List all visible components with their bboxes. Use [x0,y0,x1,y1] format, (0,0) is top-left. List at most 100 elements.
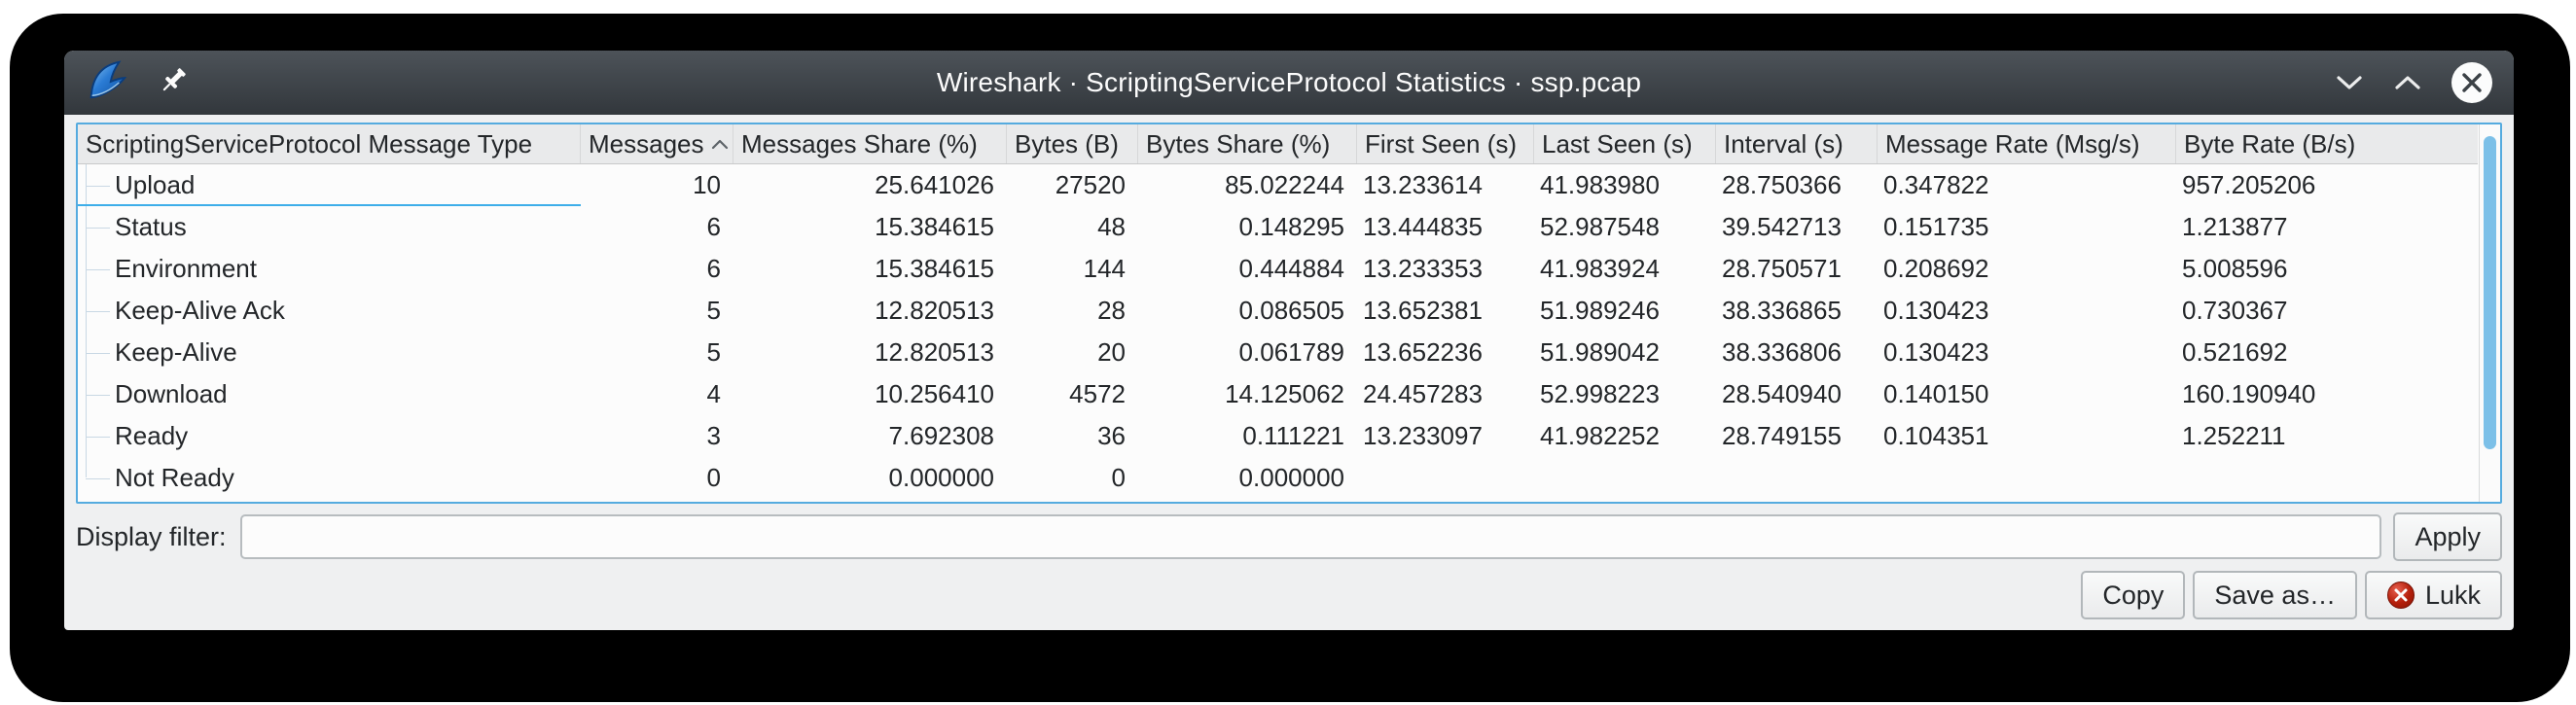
column-header-messages-share[interactable]: Messages Share (%) [733,124,1007,163]
table-cell: 0.521692 [2182,337,2288,367]
table-cell: 0.111221 [1242,421,1344,450]
message-type-cell: Ready [78,415,581,457]
statistics-table: ScriptingServiceProtocol Message Type Mes… [76,123,2502,504]
column-header-label: First Seen (s) [1365,128,1518,159]
table-cell: 13.233353 [1363,254,1483,283]
table-row-upload[interactable]: Upload 10 25.641026 27520 85.022244 13.233614… [78,164,2478,206]
column-header-messages[interactable]: Messages [581,124,733,163]
table-cell: 25.641026 [875,170,994,199]
table-cell: 0 [1111,463,1126,492]
column-header-bytes-share[interactable]: Bytes Share (%) [1138,124,1357,163]
table-cell: 0.444884 [1238,254,1344,283]
table-cell: 13.652381 [1363,296,1483,325]
table-cell: 3 [706,421,721,450]
table-cell: 6 [706,254,721,283]
column-header-label: ScriptingServiceProtocol Message Type [86,128,533,159]
table-row-ready[interactable]: Ready 3 7.692308 36 0.111221 13.233097 41.9822… [78,415,2478,457]
message-type-label: Not Ready [115,463,234,492]
close-dialog-label: Lukk [2424,580,2481,610]
column-header-message-rate-msg-s[interactable]: Message Rate (Msg/s) [1878,124,2176,163]
minimize-button[interactable] [2333,72,2366,93]
table-body: Upload 10 25.641026 27520 85.022244 13.233614… [78,164,2478,499]
tree-branch-tick [86,268,110,270]
table-row-keep-alive-ack[interactable]: Keep-Alive Ack 5 12.820513 28 0.086505 13.652… [78,290,2478,332]
table-cell: 5 [706,337,721,367]
table-cell: 13.444835 [1363,212,1483,241]
column-header-byte-rate-b-s[interactable]: Byte Rate (B/s) [2176,124,2478,163]
message-type-cell: Keep-Alive Ack [78,290,581,332]
table-cell: 160.190940 [2182,379,2316,408]
table-cell: 85.022244 [1225,170,1344,199]
message-type-cell: Upload [78,164,581,206]
table-cell: 28.749155 [1722,421,1842,450]
table-cell: 1.252211 [2182,421,2286,450]
message-type-label: Status [115,212,187,241]
table-cell: 48 [1097,212,1126,241]
message-type-label: Ready [115,421,189,450]
table-cell: 13.233097 [1363,421,1483,450]
table-cell: 51.989246 [1540,296,1660,325]
table-row-download[interactable]: Download 4 10.256410 4572 14.125062 24.457283… [78,373,2478,415]
vertical-scrollbar[interactable] [2479,124,2500,502]
table-cell: 4572 [1069,379,1126,408]
table-header-row: ScriptingServiceProtocol Message Type Mes… [78,124,2478,164]
message-type-cell: Download [78,373,581,415]
tree-branch-tick [86,436,110,438]
column-header-first-seen-s[interactable]: First Seen (s) [1357,124,1534,163]
table-cell: 14.125062 [1225,379,1344,408]
table-cell: 13.233614 [1363,170,1483,199]
table-cell: 12.820513 [875,296,994,325]
table-cell: 0.208692 [1883,254,1989,283]
table-cell [1878,457,2176,499]
tree-branch-line [86,164,87,477]
table-cell: 41.983980 [1540,170,1660,199]
display-filter-row: Display filter: Apply [76,512,2502,561]
copy-button[interactable]: Copy [2081,571,2186,619]
scrollbar-thumb[interactable] [2484,136,2496,449]
table-cell: 10 [693,170,721,199]
message-type-cell: Keep-Alive [78,332,581,373]
table-cell: 12.820513 [875,337,994,367]
table-cell: 39.542713 [1722,212,1842,241]
table-row-status[interactable]: Status 6 15.384615 48 0.148295 13.444835 52.98… [78,206,2478,248]
close-dialog-button[interactable]: Lukk [2364,571,2502,619]
tree-branch-tick [86,352,110,354]
save-as-button[interactable]: Save as… [2193,571,2357,619]
column-header-label: Message Rate (Msg/s) [1885,128,2140,159]
column-header-label: Bytes (B) [1015,128,1119,159]
column-header-label: Bytes Share (%) [1146,128,1331,159]
table-cell: 4 [706,379,721,408]
table-cell: 28.540940 [1722,379,1842,408]
table-row-keep-alive[interactable]: Keep-Alive 5 12.820513 20 0.061789 13.652236 5… [78,332,2478,373]
table-row-environment[interactable]: Environment 6 15.384615 144 0.444884 13.23335… [78,248,2478,290]
pin-icon[interactable] [158,65,189,101]
titlebar[interactable]: Wireshark · ScriptingServiceProtocol Sta… [64,51,2514,115]
apply-button[interactable]: Apply [2393,512,2502,561]
table-cell: 0.347822 [1883,170,1989,199]
column-header-label: Interval (s) [1724,128,1843,159]
window-title: Wireshark · ScriptingServiceProtocol Sta… [936,67,1642,97]
tree-branch-tick [86,477,110,479]
column-header-label: Byte Rate (B/s) [2184,128,2356,159]
column-header-label: Messages Share (%) [741,128,978,159]
table-cell: 28.750571 [1722,254,1842,283]
table-cell: 36 [1097,421,1126,450]
table-cell: 0.000000 [888,463,994,492]
table-cell: 15.384615 [875,212,994,241]
table-cell [2176,457,2478,499]
column-header-last-seen-s[interactable]: Last Seen (s) [1534,124,1716,163]
column-header-scriptingserviceprotocol-message-type[interactable]: ScriptingServiceProtocol Message Type [78,124,581,163]
tree-branch-tick [86,227,110,229]
wireshark-fin-icon[interactable] [84,58,128,108]
column-header-bytes-b[interactable]: Bytes (B) [1007,124,1138,163]
table-cell: 1.213877 [2182,212,2288,241]
column-header-interval-s[interactable]: Interval (s) [1716,124,1878,163]
display-filter-input[interactable] [239,514,2382,559]
table-row-not-ready[interactable]: Not Ready 0 0.000000 0 0.000000 [78,457,2478,499]
message-type-label: Download [115,379,228,408]
maximize-button[interactable] [2391,72,2424,93]
table-cell: 24.457283 [1363,379,1483,408]
table-cell [1716,457,1878,499]
close-button[interactable] [2450,60,2494,105]
table-cell: 0 [706,463,721,492]
